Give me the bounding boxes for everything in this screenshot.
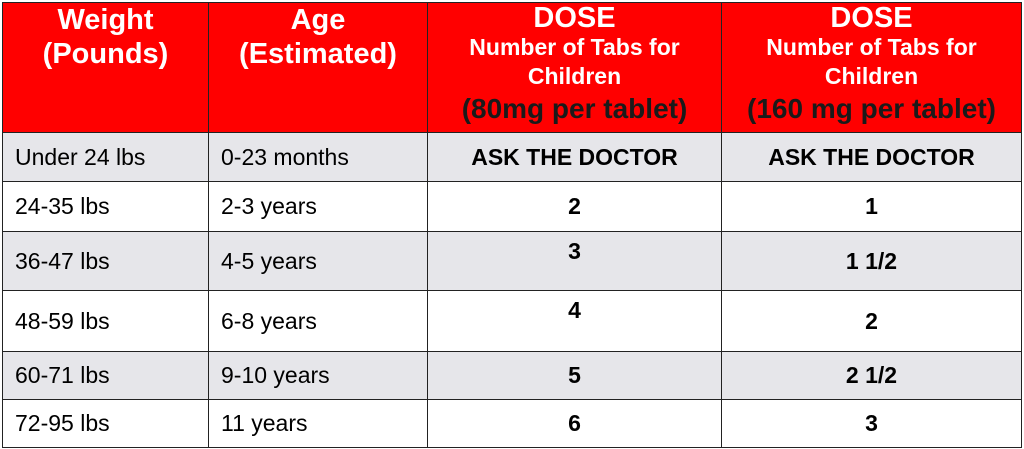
header-dose-160mg-title: DOSE xyxy=(830,2,913,34)
cell-weight: 48-59 lbs xyxy=(2,290,209,352)
cell-dose-80mg: 2 xyxy=(427,181,722,232)
header-dose-160mg-subtitle-line1: Number of Tabs for xyxy=(766,34,977,60)
header-weight: Weight (Pounds) xyxy=(2,2,209,133)
header-dose-80mg-title: DOSE xyxy=(533,2,616,34)
cell-age: 4-5 years xyxy=(208,231,428,291)
header-age-line2: (Estimated) xyxy=(239,38,397,70)
cell-dose-160mg: 1 xyxy=(721,181,1022,232)
cell-dose-80mg: 5 xyxy=(427,351,722,400)
header-age: Age (Estimated) xyxy=(208,2,428,133)
cell-weight: 36-47 lbs xyxy=(2,231,209,291)
cell-weight: 60-71 lbs xyxy=(2,351,209,400)
cell-dose-160mg: ASK THE DOCTOR xyxy=(721,132,1022,182)
cell-dose-80mg: ASK THE DOCTOR xyxy=(427,132,722,182)
cell-dose-80mg: 4 xyxy=(427,290,722,352)
header-weight-line1: Weight xyxy=(57,4,154,36)
cell-dose-160mg: 2 1/2 xyxy=(721,351,1022,400)
table-row: Under 24 lbs 0-23 months ASK THE DOCTOR … xyxy=(2,132,1022,182)
header-dose-80mg-strength: (80mg per tablet) xyxy=(461,93,688,124)
header-dose-80mg-subtitle-line2: Children xyxy=(527,63,622,89)
header-row: Weight (Pounds) Age (Estimated) DOSE Num… xyxy=(2,2,1022,133)
cell-weight: Under 24 lbs xyxy=(2,132,209,182)
cell-age: 11 years xyxy=(208,399,428,448)
table-header: Weight (Pounds) Age (Estimated) DOSE Num… xyxy=(2,2,1022,133)
table-row: 72-95 lbs 11 years 6 3 xyxy=(2,399,1022,448)
header-dose-80mg: DOSE Number of Tabs for Children (80mg p… xyxy=(427,2,722,133)
table-row: 60-71 lbs 9-10 years 5 2 1/2 xyxy=(2,351,1022,400)
cell-age: 0-23 months xyxy=(208,132,428,182)
cell-age: 2-3 years xyxy=(208,181,428,232)
header-dose-80mg-subtitle-line1: Number of Tabs for xyxy=(469,34,680,60)
cell-age: 9-10 years xyxy=(208,351,428,400)
cell-weight: 72-95 lbs xyxy=(2,399,209,448)
header-dose-160mg-subtitle-line2: Children xyxy=(824,63,919,89)
cell-dose-160mg: 2 xyxy=(721,290,1022,352)
cell-dose-160mg: 1 1/2 xyxy=(721,231,1022,291)
header-dose-160mg: DOSE Number of Tabs for Children (160 mg… xyxy=(721,2,1022,133)
table-row: 24-35 lbs 2-3 years 2 1 xyxy=(2,181,1022,232)
header-weight-line2: (Pounds) xyxy=(42,38,169,70)
cell-age: 6-8 years xyxy=(208,290,428,352)
cell-dose-80mg: 3 xyxy=(427,231,722,291)
cell-dose-160mg: 3 xyxy=(721,399,1022,448)
cell-dose-80mg: 6 xyxy=(427,399,722,448)
table-body: Under 24 lbs 0-23 months ASK THE DOCTOR … xyxy=(2,132,1022,448)
table-row: 36-47 lbs 4-5 years 3 1 1/2 xyxy=(2,231,1022,291)
table-row: 48-59 lbs 6-8 years 4 2 xyxy=(2,290,1022,352)
header-age-line1: Age xyxy=(290,4,346,36)
cell-weight: 24-35 lbs xyxy=(2,181,209,232)
header-dose-160mg-strength: (160 mg per tablet) xyxy=(747,93,996,124)
